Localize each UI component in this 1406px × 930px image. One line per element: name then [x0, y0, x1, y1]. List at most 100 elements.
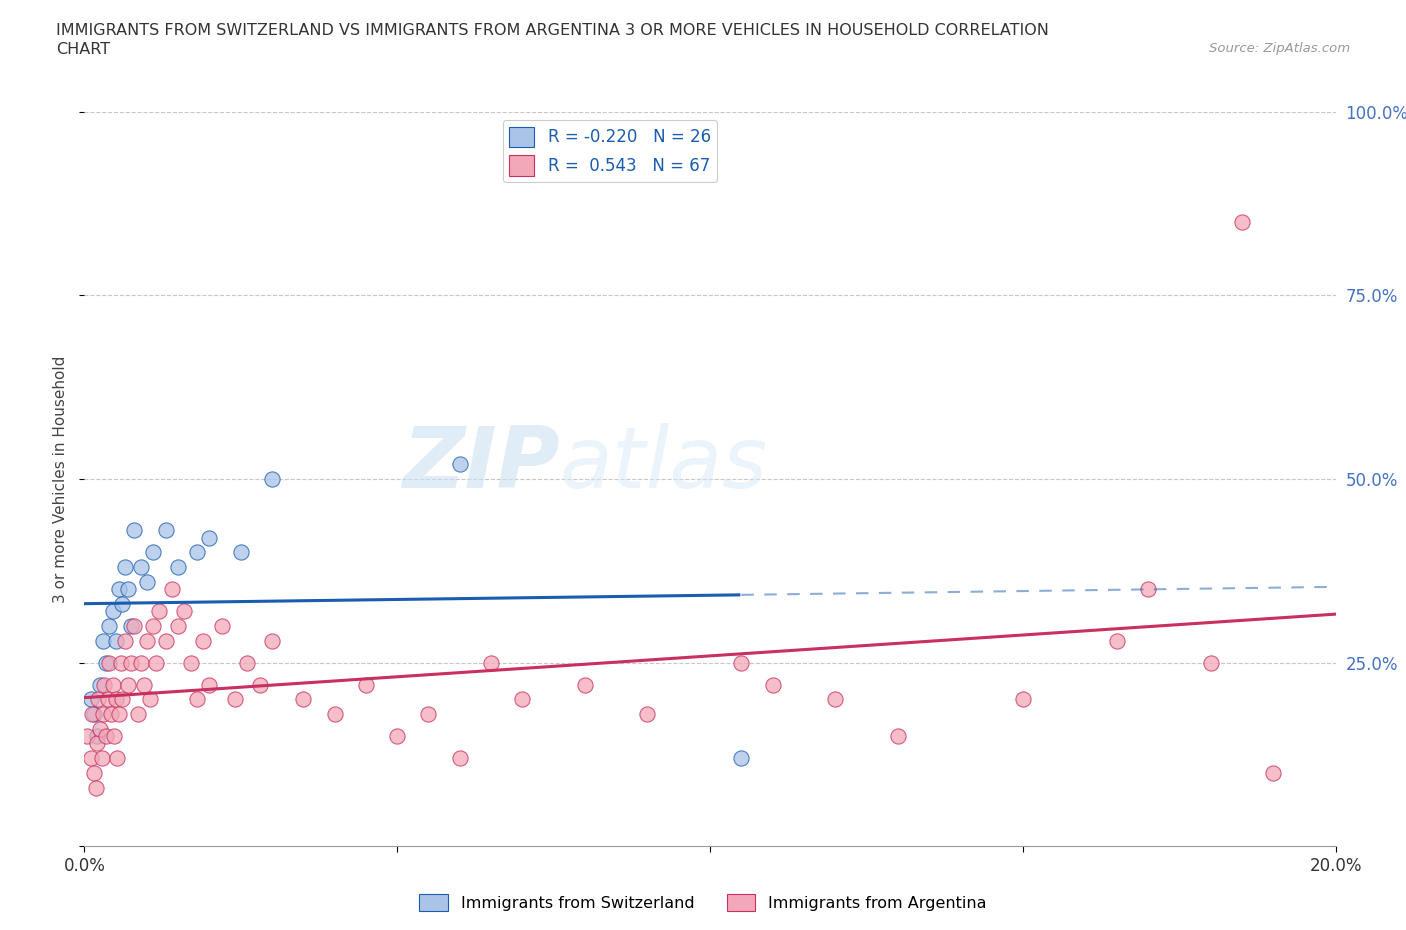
Point: [136, 633, 159, 648]
Point: [145, 656, 167, 671]
Point: [110, 656, 132, 671]
Point: [104, 692, 127, 707]
Point: [155, 633, 177, 648]
Point: [120, 656, 142, 671]
Legend: R = -0.220   N = 26, R =  0.543   N = 67: R = -0.220 N = 26, R = 0.543 N = 67: [502, 120, 717, 182]
Point: [117, 582, 139, 597]
Point: [193, 633, 215, 648]
Point: [167, 618, 190, 633]
Point: [86, 736, 108, 751]
Point: [104, 633, 127, 648]
Point: [262, 633, 284, 648]
Point: [249, 677, 271, 692]
Point: [887, 729, 910, 744]
Point: [730, 751, 752, 765]
Point: [91, 633, 114, 648]
Point: [449, 457, 471, 472]
Point: [84, 780, 107, 795]
Point: [86, 729, 108, 744]
Y-axis label: 3 or more Vehicles in Household: 3 or more Vehicles in Household: [53, 355, 69, 603]
Point: [124, 523, 146, 538]
Point: [114, 560, 136, 575]
Point: [96, 729, 118, 744]
Point: [186, 692, 208, 707]
Point: [76, 729, 98, 744]
Point: [93, 677, 115, 692]
Point: [211, 618, 233, 633]
Point: [262, 472, 284, 486]
Point: [98, 618, 121, 633]
Point: [1263, 765, 1285, 780]
Point: [148, 604, 170, 618]
Point: [79, 692, 101, 707]
Point: [129, 560, 152, 575]
Point: [111, 692, 134, 707]
Point: [198, 530, 221, 545]
Point: [91, 707, 114, 722]
Point: [97, 692, 120, 707]
Point: [1199, 656, 1222, 671]
Text: CHART: CHART: [56, 42, 110, 57]
Point: [762, 677, 785, 692]
Point: [79, 751, 101, 765]
Point: [292, 692, 315, 707]
Point: [1230, 215, 1253, 230]
Point: [142, 545, 165, 560]
Point: [136, 575, 159, 590]
Point: [87, 692, 110, 707]
Point: [323, 707, 346, 722]
Point: [98, 656, 121, 671]
Point: [155, 523, 177, 538]
Point: [129, 656, 152, 671]
Point: [479, 656, 502, 671]
Text: IMMIGRANTS FROM SWITZERLAND VS IMMIGRANTS FROM ARGENTINA 3 OR MORE VEHICLES IN H: IMMIGRANTS FROM SWITZERLAND VS IMMIGRANT…: [56, 23, 1049, 38]
Point: [385, 729, 409, 744]
Point: [167, 560, 190, 575]
Point: [89, 722, 111, 737]
Point: [198, 677, 221, 692]
Point: [418, 707, 440, 722]
Point: [83, 707, 105, 722]
Point: [100, 707, 122, 722]
Text: ZIP: ZIP: [402, 423, 560, 506]
Point: [637, 707, 659, 722]
Point: [101, 604, 124, 618]
Point: [105, 751, 128, 765]
Point: [180, 656, 202, 671]
Point: [103, 729, 125, 744]
Point: [80, 707, 103, 722]
Point: [127, 707, 149, 722]
Point: [229, 545, 252, 560]
Point: [142, 618, 165, 633]
Point: [574, 677, 596, 692]
Point: [1012, 692, 1035, 707]
Legend: Immigrants from Switzerland, Immigrants from Argentina: Immigrants from Switzerland, Immigrants …: [413, 888, 993, 917]
Point: [139, 692, 162, 707]
Point: [83, 765, 105, 780]
Point: [101, 677, 124, 692]
Point: [512, 692, 534, 707]
Point: [224, 692, 246, 707]
Point: [186, 545, 208, 560]
Point: [132, 677, 155, 692]
Point: [824, 692, 846, 707]
Point: [1105, 633, 1128, 648]
Point: [117, 677, 139, 692]
Point: [160, 582, 183, 597]
Point: [90, 751, 112, 765]
Point: [354, 677, 377, 692]
Point: [1137, 582, 1160, 597]
Point: [107, 582, 129, 597]
Point: [124, 618, 146, 633]
Point: [120, 618, 142, 633]
Point: [114, 633, 136, 648]
Text: atlas: atlas: [560, 423, 768, 506]
Point: [111, 596, 134, 611]
Point: [89, 677, 111, 692]
Point: [449, 751, 471, 765]
Point: [107, 707, 129, 722]
Point: [96, 656, 118, 671]
Text: Source: ZipAtlas.com: Source: ZipAtlas.com: [1209, 42, 1350, 55]
Point: [730, 656, 752, 671]
Point: [173, 604, 195, 618]
